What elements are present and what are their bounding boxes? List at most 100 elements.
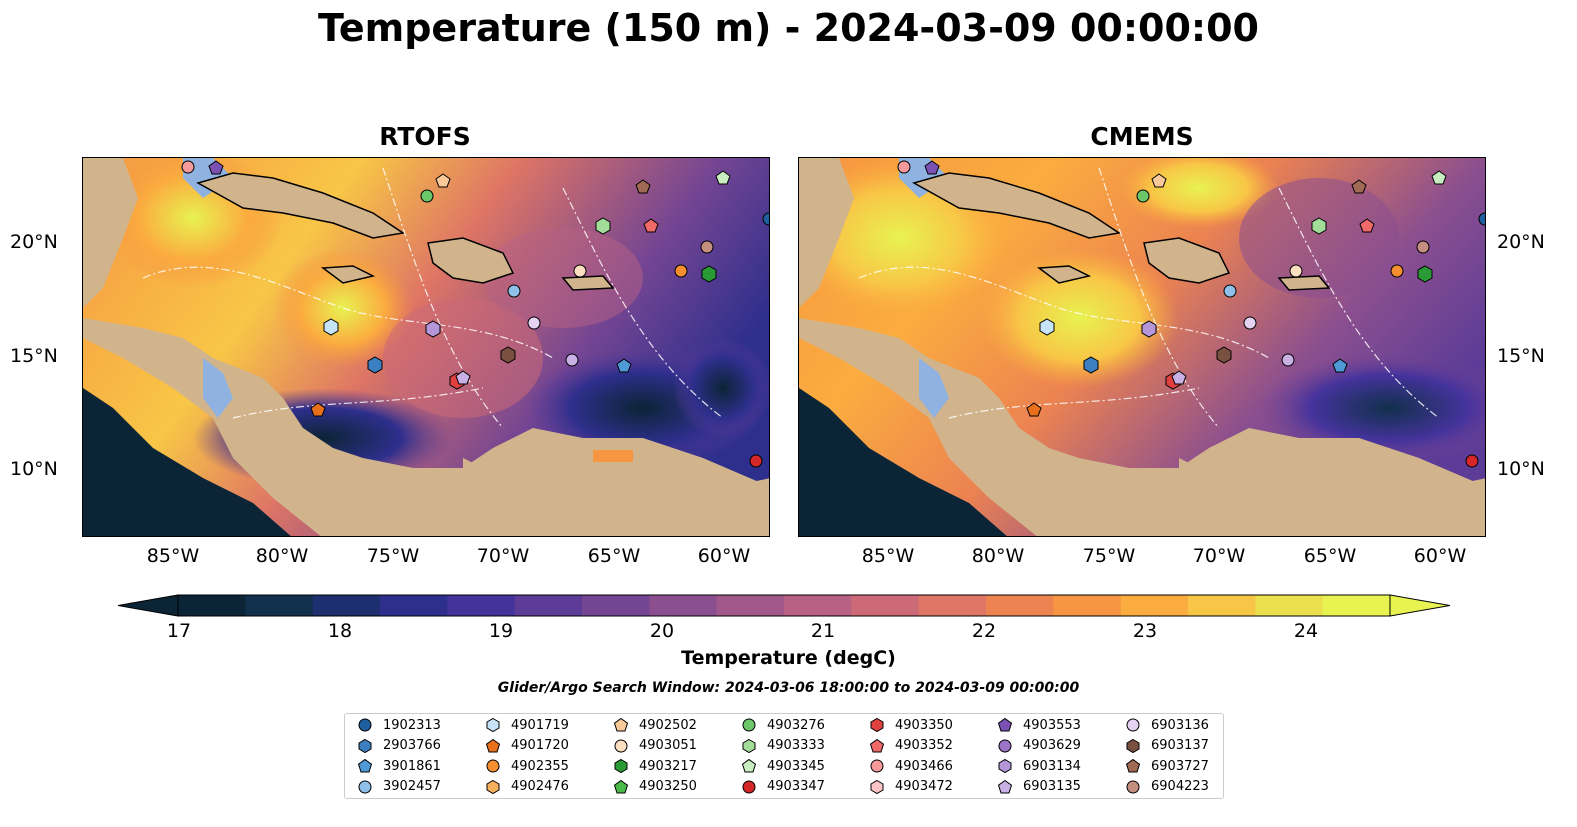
legend-item: 6903727 [1125,756,1209,776]
circle-marker-icon [1126,718,1140,732]
legend-item: 4903250 [613,777,697,797]
pentagon-marker-icon [997,717,1013,732]
legend-item: 2903766 [357,736,441,756]
colorbar-label: Temperature (degC) [681,647,896,669]
x-tick-left: 70°W [476,545,530,567]
circle-marker-icon [742,780,756,793]
legend-label: 3901861 [383,758,441,774]
colorbar-segment [649,595,718,616]
legend-item: 4903352 [869,736,953,756]
y-tick-10n-left: 10°N [10,458,58,480]
circle-marker-icon [358,718,372,732]
float-legend: 1902313 2903766 3901861 3902457 4901719 49017… [344,713,1224,799]
legend-label: 4901719 [511,717,569,733]
pentagon-marker-icon [485,738,501,752]
legend-item: 4903333 [741,736,825,756]
hexagon-marker-icon [870,779,884,794]
circle-marker-icon [998,739,1012,752]
hexagon-marker-icon [998,758,1012,774]
legend-item: 4902476 [485,777,569,797]
hexagon-marker-icon [358,738,372,753]
colorbar-tick: 24 [1293,620,1319,642]
legend-item: 1902313 [357,715,441,735]
circle-marker-icon [742,718,756,732]
legend-item: 4901720 [485,736,569,756]
y-tick-15n-right: 15°N [1497,345,1545,367]
y-tick-20n-right: 20°N [1497,231,1545,253]
panel-title-rtofs: RTOFS [379,122,471,151]
colorbar-segment [514,595,583,616]
search-window-text: Glider/Argo Search Window: 2024-03-06 18… [497,680,1080,696]
colorbar-segment [918,595,987,616]
y-tick-15n-left: 15°N [10,345,58,367]
legend-item: 4903276 [741,715,825,735]
legend-label: 4903350 [895,717,953,733]
x-tick-left: 80°W [255,545,309,567]
x-tick-right: 80°W [971,545,1025,567]
legend-item: 6903137 [1125,736,1209,756]
legend-item: 4903629 [997,736,1081,756]
circle-marker-icon [358,780,372,793]
colorbar-segment [784,595,852,616]
circle-marker-icon [1126,780,1140,793]
legend-label: 3902457 [383,779,441,794]
figure-title: Temperature (150 m) - 2024-03-09 00:00:0… [317,6,1259,50]
y-tick-20n-left: 20°N [10,231,58,253]
legend-item: 4903553 [997,715,1081,735]
legend-item: 4903217 [613,756,697,776]
circle-marker-icon [486,759,500,773]
pentagon-marker-icon [741,758,757,773]
pentagon-marker-icon [869,738,885,752]
legend-item: 6904223 [1125,777,1209,797]
circle-marker-icon [870,759,884,773]
x-tick-right: 85°W [861,545,915,567]
legend-label: 6903137 [1151,738,1209,753]
legend-label: 4903347 [767,779,825,794]
colorbar-segment [447,595,516,616]
colorbar-segment [312,595,381,616]
map-rtofs [82,157,770,537]
hexagon-marker-icon [742,738,756,753]
legend-item: 4903345 [741,756,825,776]
hexagon-marker-icon [870,717,884,733]
colorbar-segment [380,595,448,616]
legend-label: 4903629 [1023,738,1081,753]
x-tick-left: 75°W [366,545,420,567]
legend-label: 4903466 [895,758,953,774]
legend-item: 3901861 [357,756,441,776]
pentagon-marker-icon [613,717,629,732]
panel-title-cmems: CMEMS [1090,122,1194,151]
x-tick-left: 65°W [587,545,641,567]
legend-label: 6903135 [1023,779,1081,794]
colorbar-tick: 22 [971,620,997,642]
legend-label: 1902313 [383,717,441,733]
x-tick-right: 70°W [1192,545,1246,567]
legend-item: 3902457 [357,777,441,797]
pentagon-marker-icon [1125,758,1141,773]
y-tick-10n-right: 10°N [1497,458,1545,480]
x-tick-left: 60°W [697,545,751,567]
legend-label: 2903766 [383,738,441,753]
colorbar-tick: 19 [488,620,514,642]
x-tick-right: 65°W [1303,545,1357,567]
legend-label: 4903250 [639,779,697,794]
legend-item: 6903135 [997,777,1081,797]
x-tick-left: 85°W [146,545,200,567]
colorbar-tick: 23 [1132,620,1158,642]
pentagon-marker-icon [357,758,373,773]
legend-item: 4903051 [613,736,697,756]
legend-label: 4902502 [639,717,697,733]
hexagon-marker-icon [614,758,628,774]
legend-item: 6903134 [997,756,1081,776]
legend-label: 4902355 [511,758,569,774]
colorbar-tick: 18 [327,620,353,642]
legend-label: 4903051 [639,738,697,753]
legend-label: 4901720 [511,738,569,753]
legend-label: 6904223 [1151,779,1209,794]
hexagon-marker-icon [486,717,500,733]
legend-item: 4903350 [869,715,953,735]
legend-item: 4902355 [485,756,569,776]
legend-label: 6903136 [1151,717,1209,733]
legend-item: 4901719 [485,715,569,735]
colorbar-segment [1188,595,1256,616]
